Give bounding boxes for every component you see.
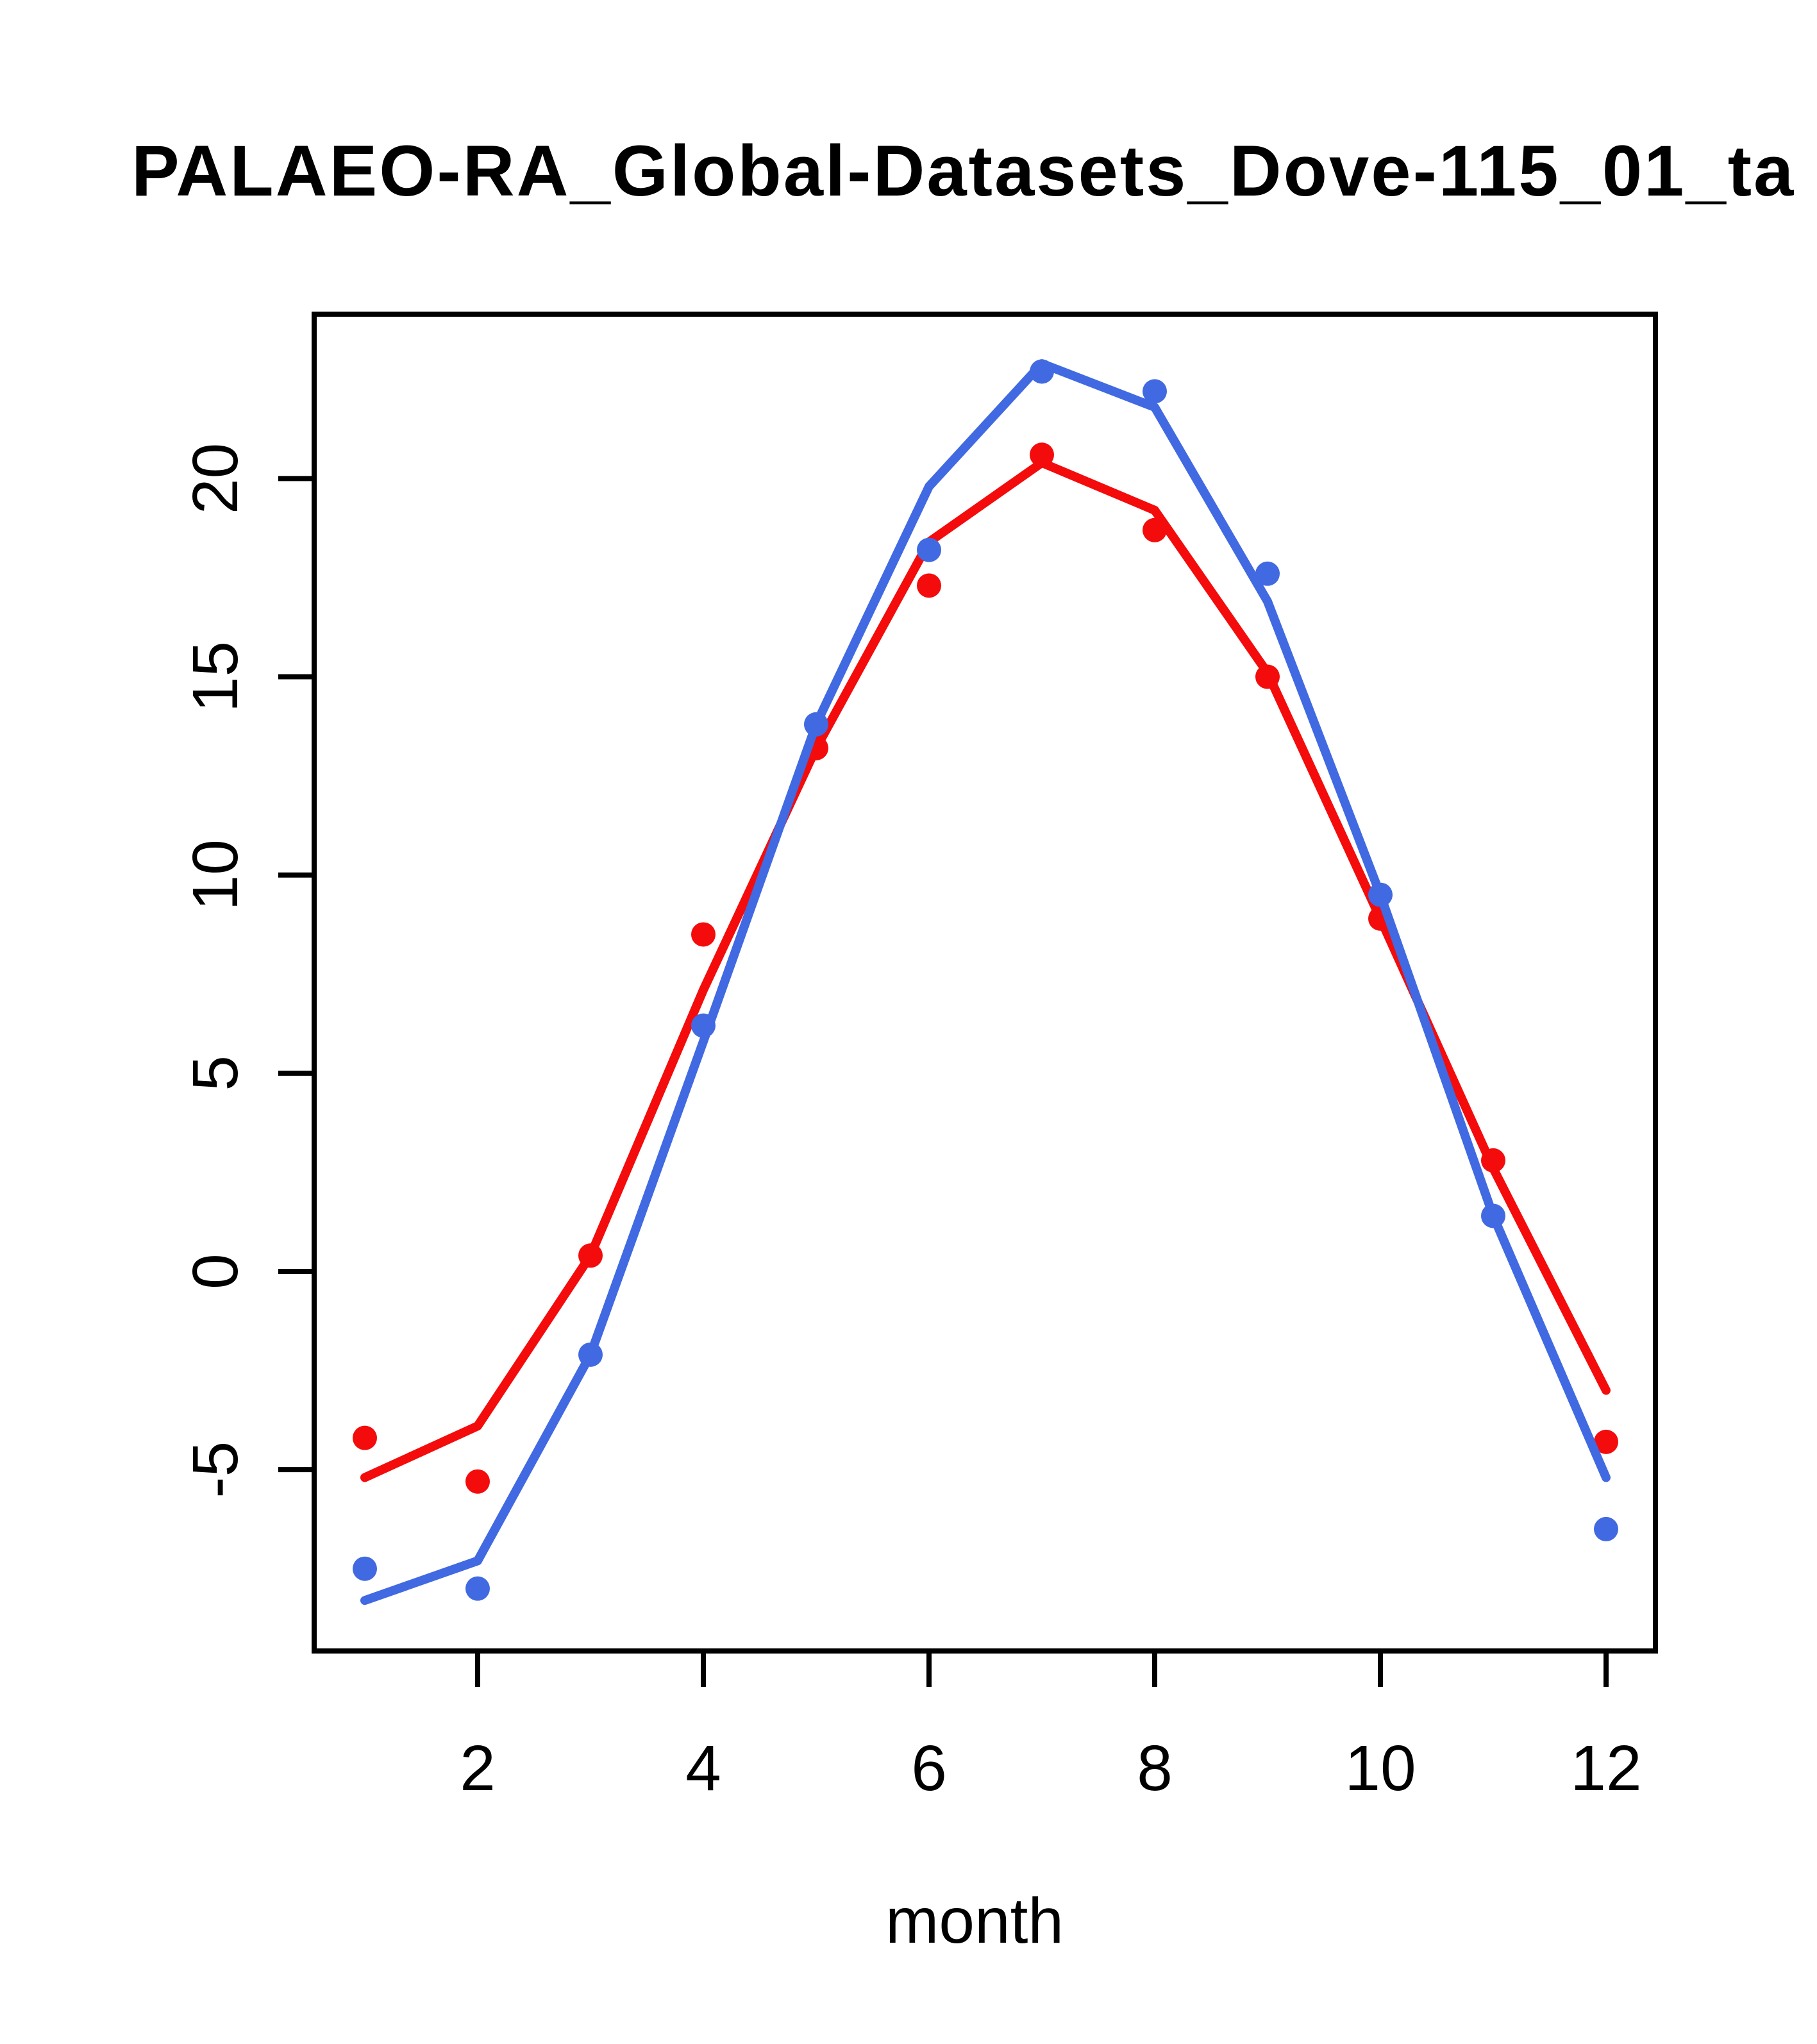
x-tick-label: 8: [1137, 1732, 1173, 1804]
y-tick-label: -5: [180, 1441, 251, 1498]
y-tick-label: 0: [180, 1253, 251, 1289]
x-tick-label: 4: [685, 1732, 721, 1804]
blue-points-marker: [1594, 1516, 1618, 1541]
blue-line-path: [360, 359, 1611, 1605]
x-tick-label: 12: [1570, 1732, 1641, 1804]
red-line-path: [360, 458, 1611, 1482]
y-tick-label: 20: [180, 443, 251, 514]
y-tick-label: 10: [180, 839, 251, 910]
blue-points-marker: [1368, 882, 1393, 907]
plot-box-layer: [312, 312, 1658, 1654]
x-axis-ticks-layer: 2 4 6 8 10 12: [460, 1651, 1642, 1804]
blue-points-marker: [1255, 561, 1280, 586]
y-tick-label: 5: [180, 1055, 251, 1091]
red-points-marker: [353, 1425, 377, 1450]
plot-box: [312, 312, 1658, 1654]
red-points-marker: [465, 1469, 490, 1494]
red-points-marker: [578, 1243, 603, 1268]
blue-series-layer: [353, 359, 1618, 1605]
red-points-marker: [1255, 664, 1280, 689]
x-tick-label: 6: [911, 1732, 947, 1804]
blue-points-marker: [353, 1556, 377, 1581]
blue-points-marker: [691, 1013, 716, 1038]
y-tick-label: 15: [180, 641, 251, 712]
blue-points-marker: [804, 712, 828, 737]
chart-title: PALAEO-RA_Global-Datasets_Dove-115_01_ta: [131, 131, 1795, 211]
x-tick-label: 10: [1344, 1732, 1416, 1804]
x-tick-label: 2: [460, 1732, 496, 1804]
blue-points-marker: [1481, 1203, 1505, 1228]
blue-points-marker: [1030, 359, 1054, 384]
red-points-marker: [691, 922, 716, 947]
x-axis-label: month: [885, 1885, 1064, 1957]
blue-points-marker: [465, 1576, 490, 1601]
red-series-layer: [353, 442, 1618, 1494]
blue-points-marker: [1143, 379, 1167, 404]
blue-points-marker: [917, 537, 941, 562]
blue-points-marker: [578, 1342, 603, 1367]
red-points-marker: [1030, 442, 1054, 467]
red-points-marker: [1481, 1148, 1505, 1173]
red-points-marker: [1594, 1429, 1618, 1454]
red-points-marker: [1143, 517, 1167, 542]
y-axis-ticks-layer: -5 0 5 10 15 20: [180, 443, 314, 1498]
red-points-marker: [917, 573, 941, 598]
